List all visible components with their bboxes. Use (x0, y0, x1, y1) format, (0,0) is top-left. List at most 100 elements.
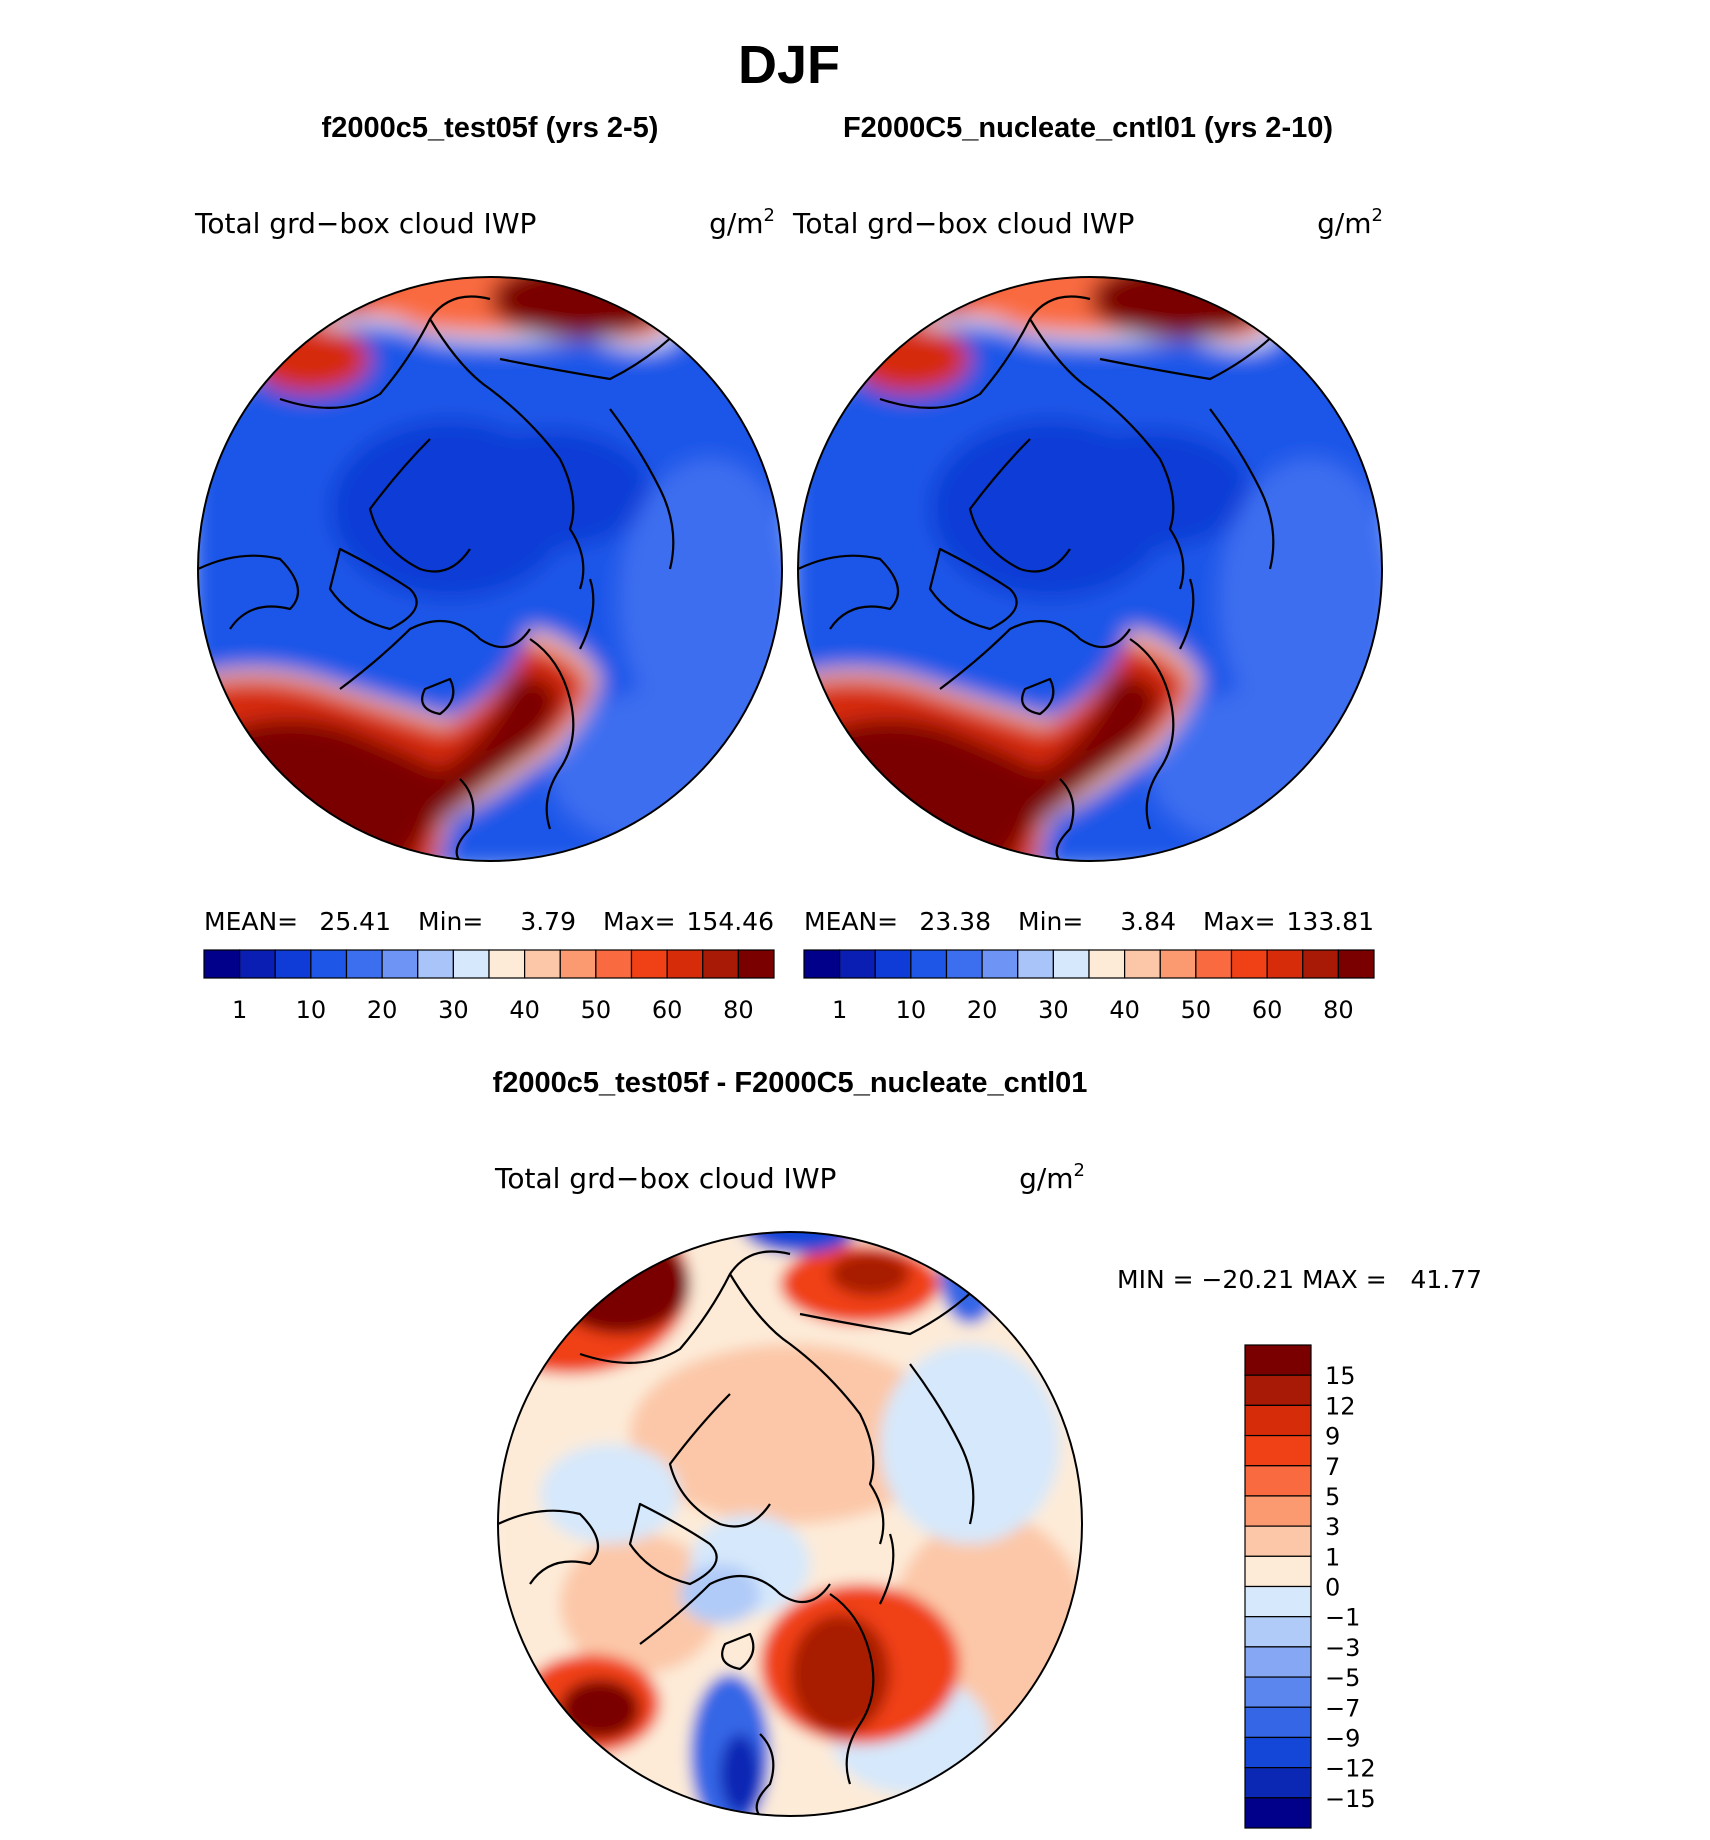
stat-min: 3.84 (1120, 907, 1176, 936)
colorbar-control: 1 10 20 30 40 50 60 80 (803, 949, 1375, 1024)
map-outline (797, 276, 1383, 862)
difference-variable: Total grd−box cloud IWP (494, 1162, 836, 1195)
colorbar-label: 1 (232, 996, 247, 1024)
colorbar-label: 80 (1323, 996, 1354, 1024)
colorbar-label: 1 (1325, 1543, 1340, 1571)
stat-max: 133.81 (1287, 907, 1374, 936)
stat-mean-label: MEAN= (804, 907, 898, 936)
units-base: g/m (709, 207, 763, 240)
colorbar-label: 15 (1325, 1362, 1356, 1390)
colorbar-swatch (702, 949, 739, 979)
panel-units: g/m2 (709, 205, 775, 240)
colorbar-swatch (239, 949, 276, 979)
colorbar-swatch (1244, 1736, 1312, 1769)
colorbar-swatch (1244, 1404, 1312, 1437)
colorbar-swatch (274, 949, 312, 979)
difference-min-max: MIN = −20.21 MAX = 41.77 (1117, 1265, 1482, 1294)
panel-control: F2000C5_nucleate_cntl01 (yrs 2-10) Total… (792, 112, 1383, 1024)
colorbar-swatch (1244, 1616, 1312, 1648)
colorbar-label: 0 (1325, 1574, 1340, 1602)
colorbar-label: 20 (967, 996, 998, 1024)
units-exponent: 2 (1074, 1160, 1085, 1181)
colorbar-swatch (874, 949, 912, 979)
panel-difference: f2000c5_test05f - F2000C5_nucleate_cntl0… (493, 1067, 1482, 1829)
colorbar-label: 60 (1252, 996, 1283, 1024)
colorbar-swatch (839, 949, 876, 979)
colorbar-swatch (737, 949, 775, 979)
colorbar-swatch (1244, 1555, 1312, 1588)
colorbar-label: 12 (1325, 1392, 1356, 1420)
polar-map-difference (497, 1231, 1083, 1817)
panel-variable: Total grd−box cloud IWP (792, 207, 1134, 240)
units-base: g/m (1019, 1162, 1073, 1195)
stat-mean: 25.41 (319, 907, 391, 936)
units-exponent: 2 (764, 205, 775, 226)
stat-max-label: Max= (1203, 907, 1276, 936)
colorbar-label: 3 (1325, 1513, 1340, 1541)
colorbar-label: −9 (1325, 1724, 1360, 1752)
difference-title: f2000c5_test05f - F2000C5_nucleate_cntl0… (493, 1067, 1088, 1099)
panel-case-title: f2000c5_test05f (yrs 2-5) (322, 112, 659, 144)
colorbar-label: 5 (1325, 1483, 1340, 1511)
stat-min-label: Min= (1018, 907, 1083, 936)
panel-stats: MEAN= 25.41 Min= 3.79 Max= 154.46 (204, 907, 774, 936)
map-outline (497, 1231, 1083, 1817)
colorbar-label: 80 (723, 996, 754, 1024)
colorbar-swatch (1124, 949, 1161, 979)
colorbar-label: 40 (509, 996, 540, 1024)
stat-min: 3.79 (520, 907, 576, 936)
colorbar-swatch (1244, 1434, 1312, 1467)
colorbar-swatch (559, 949, 597, 979)
stat-min-label: Min= (418, 907, 483, 936)
colorbar-label: −1 (1325, 1604, 1360, 1632)
colorbar-label: 1 (832, 996, 847, 1024)
colorbar-label: 20 (367, 996, 398, 1024)
main-title: DJF (738, 35, 840, 95)
colorbar-swatch (1244, 1495, 1312, 1527)
colorbar-swatch (1244, 1585, 1312, 1618)
colorbar-label: 30 (438, 996, 469, 1024)
panel-test: f2000c5_test05f (yrs 2-5) Total grd−box … (194, 112, 783, 1024)
polar-map (197, 276, 783, 862)
colorbar-swatch (488, 949, 526, 979)
colorbar-swatch (1266, 949, 1304, 979)
colorbar-label: 50 (581, 996, 612, 1024)
colorbar-label: −5 (1325, 1664, 1360, 1692)
colorbar-label: −7 (1325, 1694, 1360, 1722)
colorbar-swatch (945, 949, 983, 979)
colorbar-label: 10 (296, 996, 327, 1024)
colorbar-swatch (1244, 1465, 1312, 1497)
colorbar-swatch (981, 949, 1019, 979)
difference-units: g/m2 (1019, 1160, 1085, 1195)
colorbar-swatch (452, 949, 490, 979)
panel-variable: Total grd−box cloud IWP (194, 207, 536, 240)
colorbar-swatch (1244, 1706, 1312, 1739)
colorbar-label: −12 (1325, 1755, 1376, 1783)
colorbar-swatch (1230, 949, 1268, 979)
colorbar-label: −3 (1325, 1634, 1360, 1662)
colorbar-swatch (203, 949, 241, 979)
colorbar-label: 7 (1325, 1453, 1340, 1481)
colorbar-label: 9 (1325, 1423, 1340, 1451)
colorbar-label: 50 (1181, 996, 1212, 1024)
stat-mean: 23.38 (919, 907, 991, 936)
colorbar-swatch (1244, 1374, 1312, 1406)
colorbar-swatch (310, 949, 348, 979)
colorbar-swatch (1244, 1676, 1312, 1708)
colorbar-swatch (1052, 949, 1090, 979)
colorbar-label: −15 (1325, 1785, 1376, 1813)
units-base: g/m (1317, 207, 1371, 240)
colorbar-swatch (1017, 949, 1054, 979)
colorbar-swatch (1337, 949, 1375, 979)
stat-max-label: Max= (603, 907, 676, 936)
colorbar-swatch (1244, 1767, 1312, 1799)
panel-units: g/m2 (1317, 205, 1383, 240)
colorbar-swatch (1195, 949, 1233, 979)
colorbar-swatch (630, 949, 668, 979)
colorbar-swatch (417, 949, 454, 979)
colorbar-swatch (666, 949, 704, 979)
colorbar-swatch (910, 949, 948, 979)
colorbar-swatch (345, 949, 383, 979)
